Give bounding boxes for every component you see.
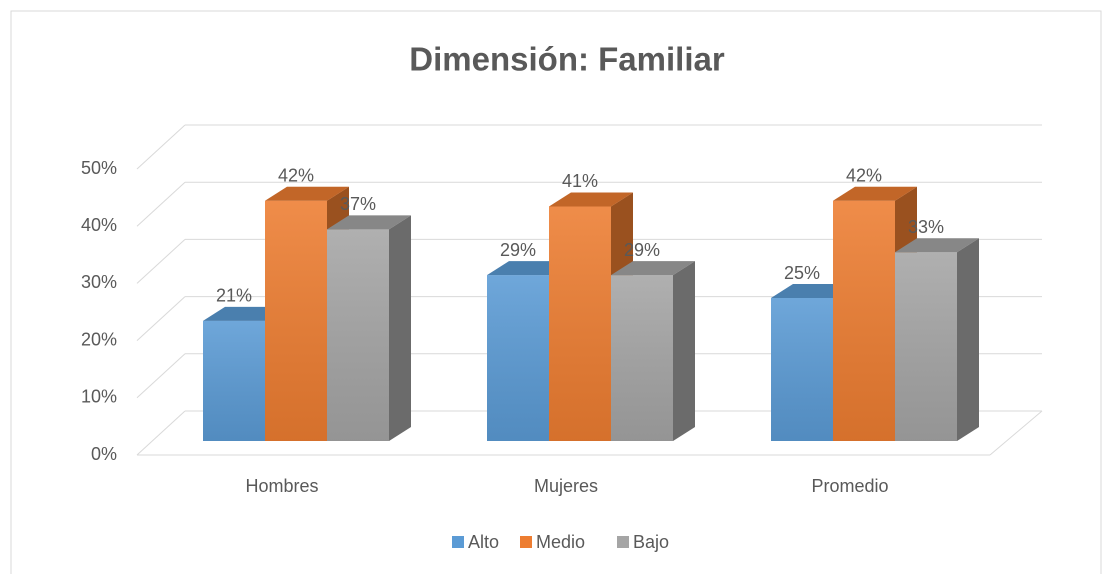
- legend-swatch: [452, 536, 464, 548]
- data-label: 42%: [846, 166, 882, 186]
- bar-side-shade: [673, 261, 695, 441]
- y-tick-label: 20%: [81, 329, 117, 349]
- bar-side: [673, 261, 695, 441]
- bar-top-shade: [265, 186, 349, 201]
- data-label: 29%: [500, 240, 536, 260]
- bar-front-shade: [833, 200, 895, 441]
- bar-top: [327, 215, 411, 230]
- bar-top: [549, 192, 633, 207]
- bar-front-shade: [265, 200, 327, 441]
- bar-front-shade: [549, 206, 611, 441]
- bar-top: [895, 238, 979, 253]
- bar-top: [611, 261, 695, 276]
- bar-side: [389, 215, 411, 441]
- bar-top-shade: [895, 238, 979, 253]
- data-label: 29%: [624, 240, 660, 260]
- bar-top-shade: [549, 192, 633, 207]
- grid-line-side: [136, 239, 186, 284]
- data-label: 41%: [562, 171, 598, 191]
- bar-front-shade: [771, 298, 833, 441]
- bar-side-shade: [389, 215, 411, 441]
- bar-top: [265, 186, 349, 201]
- bar-front-shade: [895, 252, 957, 441]
- bar-top: [833, 186, 917, 201]
- x-tick-label: Promedio: [811, 476, 888, 496]
- grid-line-side: [136, 124, 186, 170]
- bar: [895, 238, 979, 441]
- bar-top-shade: [327, 215, 411, 230]
- bar-front-shade: [611, 275, 673, 441]
- x-tick-label: Mujeres: [534, 476, 598, 496]
- y-tick-label: 30%: [81, 272, 117, 292]
- legend-swatch: [520, 536, 532, 548]
- bar: [327, 215, 411, 441]
- y-tick-label: 10%: [81, 387, 117, 407]
- data-label: 42%: [278, 166, 314, 186]
- data-label: 25%: [784, 263, 820, 283]
- legend-label: Medio: [536, 532, 585, 552]
- floor-right: [989, 410, 1043, 456]
- legend-label: Alto: [468, 532, 499, 552]
- y-tick-label: 0%: [91, 444, 117, 464]
- bar-front-shade: [327, 229, 389, 441]
- grid-line-side: [136, 353, 186, 399]
- bar-front-shade: [203, 320, 265, 441]
- y-tick-label: 50%: [81, 158, 117, 178]
- grid-line-side: [136, 296, 186, 341]
- chart-title: Dimensión: Familiar: [409, 41, 725, 78]
- legend-swatch: [617, 536, 629, 548]
- bar-side: [957, 238, 979, 441]
- bar-front-shade: [487, 275, 549, 441]
- grid-line-side: [136, 181, 186, 227]
- y-tick-label: 40%: [81, 215, 117, 235]
- x-tick-label: Hombres: [245, 476, 318, 496]
- data-label: 37%: [340, 194, 376, 214]
- bar-top-shade: [833, 186, 917, 201]
- bar-side-shade: [957, 238, 979, 441]
- bar-top-shade: [611, 261, 695, 276]
- data-label: 21%: [216, 286, 252, 306]
- bar: [611, 261, 695, 441]
- legend-label: Bajo: [633, 532, 669, 552]
- data-label: 33%: [908, 217, 944, 237]
- grid-line-side: [136, 410, 186, 456]
